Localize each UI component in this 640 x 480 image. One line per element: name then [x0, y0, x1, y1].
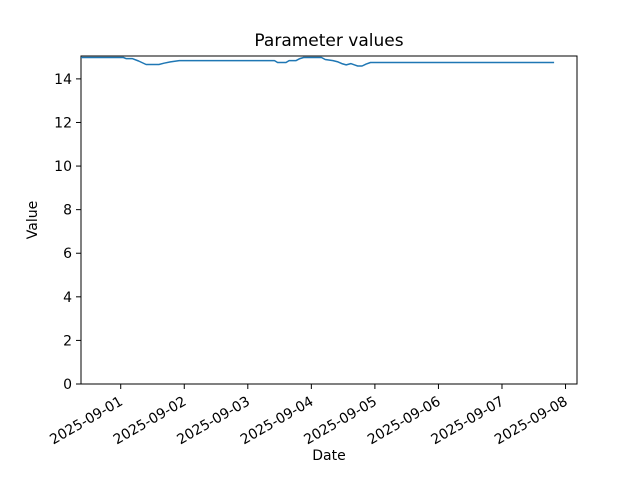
y-tick-label: 14 — [54, 72, 72, 88]
y-tick-label: 10 — [54, 159, 72, 175]
y-tick-label: 6 — [63, 246, 72, 262]
series-line-parameter-value — [81, 56, 555, 67]
y-tick-label: 12 — [54, 115, 72, 131]
data-series-group — [81, 56, 555, 67]
y-tick-label: 8 — [63, 203, 72, 219]
x-axis-ticks: 2025-09-012025-09-022025-09-032025-09-04… — [47, 384, 571, 449]
x-tick-label: 2025-09-08 — [492, 394, 570, 449]
chart-title: Parameter values — [254, 31, 403, 51]
plot-area-border — [80, 55, 578, 385]
x-axis-label: Date — [312, 448, 345, 464]
y-tick-label: 2 — [63, 333, 72, 349]
y-tick-label: 0 — [63, 377, 72, 393]
y-axis-ticks: 0 2 4 6 8 10 12 14 — [54, 72, 81, 393]
y-tick-label: 4 — [63, 290, 72, 306]
y-axis-label: Value — [25, 201, 41, 239]
